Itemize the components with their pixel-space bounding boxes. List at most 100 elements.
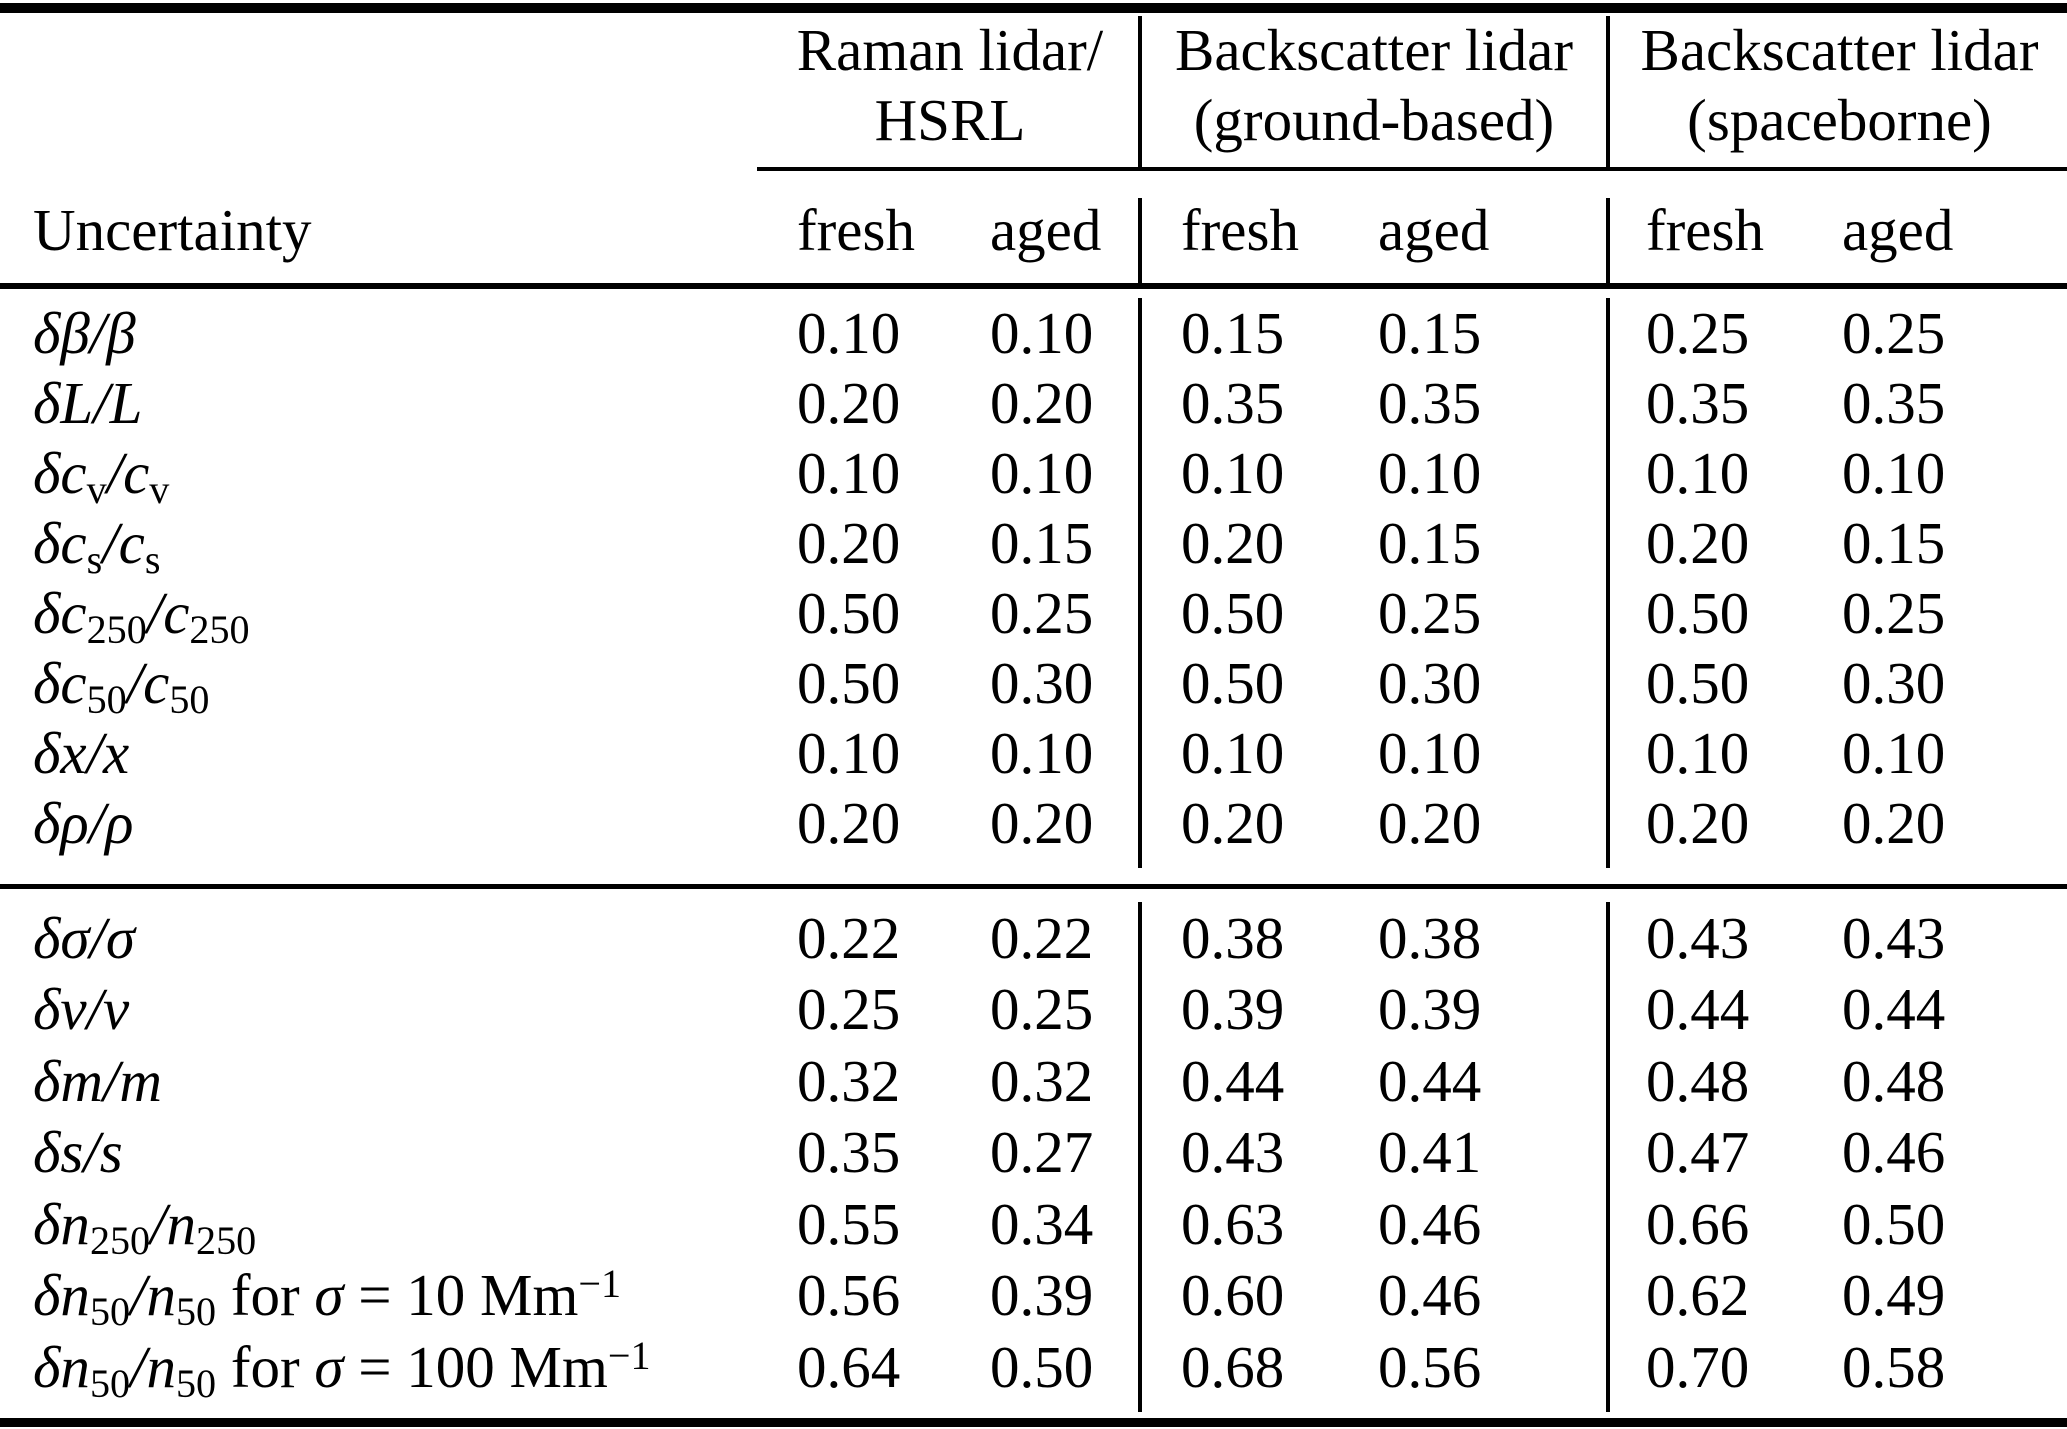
table-row: δv/v 0.25 0.25 0.39 0.39 0.44 0.44 bbox=[0, 974, 2067, 1044]
table-row: δcs/cs 0.20 0.15 0.20 0.15 0.20 0.15 bbox=[0, 508, 2067, 582]
column-group-subheader: (ground-based) bbox=[1193, 87, 1555, 153]
cell-value: 0.56 bbox=[1378, 1334, 1482, 1400]
vertical-divider bbox=[1606, 198, 1610, 283]
cell-value: 0.20 bbox=[1646, 510, 1750, 576]
cell-value: 0.10 bbox=[990, 720, 1094, 786]
cell-value: 0.46 bbox=[1378, 1262, 1482, 1328]
cell-value: 0.35 bbox=[1378, 370, 1482, 436]
vertical-divider bbox=[1606, 298, 1610, 868]
table-row: δc50/c50 0.50 0.30 0.50 0.30 0.50 0.30 bbox=[0, 648, 2067, 722]
table-row: δn250/n250 0.55 0.34 0.63 0.46 0.66 0.50 bbox=[0, 1189, 2067, 1263]
cell-value: 0.25 bbox=[1842, 580, 1946, 646]
cell-value: 0.22 bbox=[797, 905, 901, 971]
cell-value: 0.20 bbox=[797, 510, 901, 576]
cell-value: 0.10 bbox=[1378, 440, 1482, 506]
table-row: δL/L 0.20 0.20 0.35 0.35 0.35 0.35 bbox=[0, 368, 2067, 438]
corner-header: Uncertainty bbox=[33, 197, 312, 263]
cell-value: 0.38 bbox=[1181, 905, 1285, 971]
cell-value: 0.44 bbox=[1842, 976, 1946, 1042]
cell-value: 0.50 bbox=[1181, 650, 1285, 716]
cell-value: 0.20 bbox=[990, 370, 1094, 436]
vertical-divider bbox=[1138, 902, 1142, 1412]
row-label: δc50/c50 bbox=[33, 650, 210, 723]
vertical-divider bbox=[1606, 902, 1610, 1412]
cell-value: 0.50 bbox=[1842, 1191, 1946, 1257]
cell-value: 0.25 bbox=[1646, 300, 1750, 366]
table-row: δx/x 0.10 0.10 0.10 0.10 0.10 0.10 bbox=[0, 718, 2067, 788]
cell-value: 0.35 bbox=[797, 1119, 901, 1185]
cell-value: 0.20 bbox=[1378, 790, 1482, 856]
cell-value: 0.32 bbox=[990, 1048, 1094, 1114]
row-label: δn250/n250 bbox=[33, 1191, 257, 1264]
cell-value: 0.50 bbox=[1646, 580, 1750, 646]
cell-value: 0.10 bbox=[990, 300, 1094, 366]
cell-value: 0.10 bbox=[990, 440, 1094, 506]
cell-value: 0.49 bbox=[1842, 1262, 1946, 1328]
column-header: fresh bbox=[797, 197, 915, 263]
cell-value: 0.20 bbox=[1646, 790, 1750, 856]
cell-value: 0.58 bbox=[1842, 1334, 1946, 1400]
cell-value: 0.25 bbox=[797, 976, 901, 1042]
row-label: δL/L bbox=[33, 370, 143, 436]
table-row: δm/m 0.32 0.32 0.44 0.44 0.48 0.48 bbox=[0, 1046, 2067, 1116]
cell-value: 0.48 bbox=[1646, 1048, 1750, 1114]
cell-value: 0.35 bbox=[1181, 370, 1285, 436]
cell-value: 0.10 bbox=[1646, 440, 1750, 506]
cell-value: 0.20 bbox=[1842, 790, 1946, 856]
cell-value: 0.68 bbox=[1181, 1334, 1285, 1400]
cell-value: 0.35 bbox=[1646, 370, 1750, 436]
cell-value: 0.20 bbox=[1181, 790, 1285, 856]
table-row: δc250/c250 0.50 0.25 0.50 0.25 0.50 0.25 bbox=[0, 578, 2067, 652]
vertical-divider bbox=[1138, 16, 1142, 167]
cell-value: 0.62 bbox=[1646, 1262, 1750, 1328]
column-group-header: Raman lidar/ bbox=[796, 17, 1104, 83]
cell-value: 0.39 bbox=[990, 1262, 1094, 1328]
column-group-subheader: HSRL bbox=[874, 87, 1026, 153]
cell-value: 0.27 bbox=[990, 1119, 1094, 1185]
cell-value: 0.50 bbox=[1181, 580, 1285, 646]
cell-value: 0.30 bbox=[990, 650, 1094, 716]
row-label: δcs/cs bbox=[33, 510, 161, 583]
cell-value: 0.22 bbox=[990, 905, 1094, 971]
cell-value: 0.50 bbox=[797, 650, 901, 716]
row-label: δn50/n50 for σ = 10 Mm−1 bbox=[33, 1260, 622, 1335]
top-rule bbox=[0, 3, 2067, 13]
cell-value: 0.43 bbox=[1181, 1119, 1285, 1185]
column-group-header: Backscatter lidar bbox=[1640, 17, 2039, 83]
cell-value: 0.50 bbox=[797, 580, 901, 646]
column-group-header: Backscatter lidar bbox=[1174, 17, 1574, 83]
row-label: δs/s bbox=[33, 1119, 123, 1185]
cell-value: 0.25 bbox=[990, 580, 1094, 646]
row-label: δc250/c250 bbox=[33, 580, 250, 653]
cell-value: 0.10 bbox=[797, 440, 901, 506]
column-group-subheader: (spaceborne) bbox=[1687, 87, 1992, 153]
cell-value: 0.25 bbox=[1842, 300, 1946, 366]
row-label: δρ/ρ bbox=[33, 790, 134, 856]
cell-value: 0.56 bbox=[797, 1262, 901, 1328]
table-row: δs/s 0.35 0.27 0.43 0.41 0.47 0.46 bbox=[0, 1117, 2067, 1187]
cell-value: 0.10 bbox=[1378, 720, 1482, 786]
table-row: δρ/ρ 0.20 0.20 0.20 0.20 0.20 0.20 bbox=[0, 788, 2067, 858]
row-label: δn50/n50 for σ = 100 Mm−1 bbox=[33, 1332, 651, 1407]
cell-value: 0.50 bbox=[1646, 650, 1750, 716]
cell-value: 0.10 bbox=[1646, 720, 1750, 786]
table-row: δn50/n50 for σ = 100 Mm−1 0.64 0.50 0.68… bbox=[0, 1332, 2067, 1406]
table-row: δβ/β 0.10 0.10 0.15 0.15 0.25 0.25 bbox=[0, 298, 2067, 368]
cell-value: 0.20 bbox=[797, 370, 901, 436]
cell-value: 0.44 bbox=[1646, 976, 1750, 1042]
cell-value: 0.15 bbox=[990, 510, 1094, 576]
row-label: δβ/β bbox=[33, 300, 136, 366]
cell-value: 0.66 bbox=[1646, 1191, 1750, 1257]
cell-value: 0.10 bbox=[1181, 440, 1285, 506]
cell-value: 0.20 bbox=[797, 790, 901, 856]
table-row: δcv/cv 0.10 0.10 0.10 0.10 0.10 0.10 bbox=[0, 438, 2067, 512]
cell-value: 0.70 bbox=[1646, 1334, 1750, 1400]
vertical-divider bbox=[1138, 198, 1142, 283]
cell-value: 0.20 bbox=[1181, 510, 1285, 576]
table-row: δσ/σ 0.22 0.22 0.38 0.38 0.43 0.43 bbox=[0, 903, 2067, 973]
cell-value: 0.34 bbox=[990, 1191, 1094, 1257]
vertical-divider bbox=[1606, 16, 1610, 167]
cell-value: 0.35 bbox=[1842, 370, 1946, 436]
row-label: δcv/cv bbox=[33, 440, 170, 513]
